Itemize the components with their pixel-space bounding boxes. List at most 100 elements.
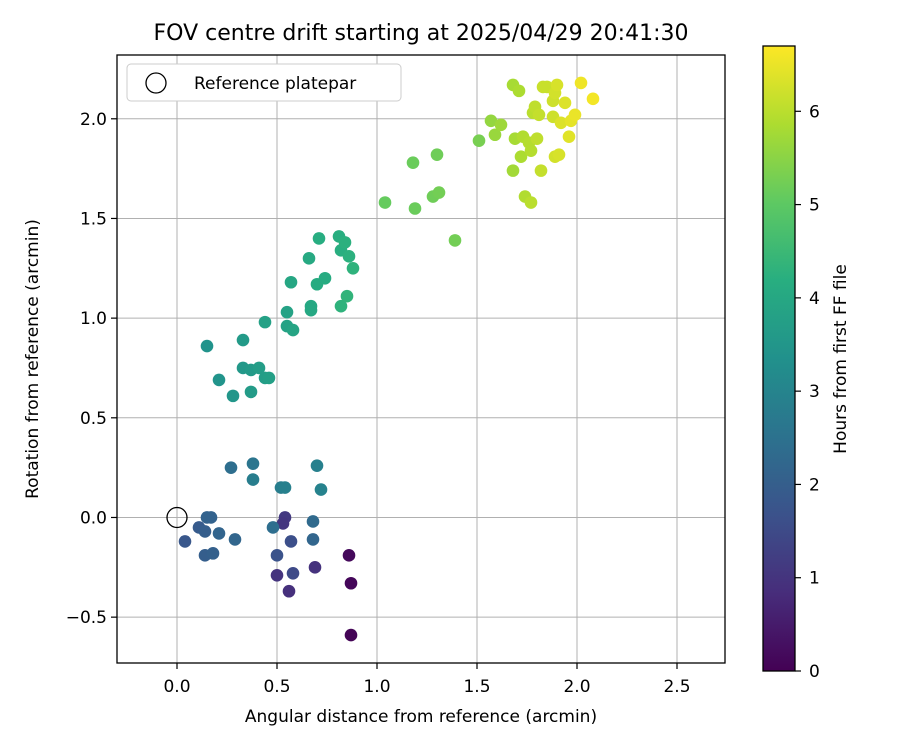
scatter-point	[200, 339, 214, 353]
scatter-points	[178, 76, 600, 642]
scatter-point	[280, 305, 294, 319]
x-axis-label: Angular distance from reference (arcmin)	[245, 707, 597, 727]
colorbar-tick-label: 1	[809, 569, 820, 589]
x-tick-label: 2.5	[663, 677, 690, 697]
scatter-point	[244, 385, 258, 399]
legend-box	[126, 63, 402, 102]
scatter-point	[258, 315, 272, 329]
scatter-point	[270, 549, 284, 562]
colorbar: 0 1 2 3 4 5 6 Hours from first FF file	[762, 45, 851, 682]
scatter-point	[346, 261, 360, 275]
chart-title: FOV centre drift starting at 2025/04/29 …	[154, 21, 689, 46]
scatter-point	[304, 303, 318, 317]
scatter-point	[488, 128, 502, 142]
scatter-point	[206, 547, 220, 560]
scatter-point	[472, 134, 486, 148]
scatter-point	[236, 333, 250, 347]
colorbar-gradient	[762, 45, 796, 672]
colorbar-tick-label: 5	[809, 196, 820, 216]
scatter-point	[278, 481, 292, 494]
scatter-point	[562, 130, 576, 144]
scatter-point	[308, 561, 322, 574]
scatter-point	[432, 186, 446, 199]
reference-point-marker	[166, 506, 188, 529]
scatter-point	[262, 371, 276, 385]
legend: Reference platepar	[126, 63, 402, 102]
scatter-point	[284, 535, 298, 548]
scatter-point	[226, 389, 240, 403]
scatter-point	[312, 232, 326, 245]
scatter-point	[338, 236, 352, 249]
y-axis-ticks: −0.5 0.0 0.5 1.0 1.5 2.0	[66, 110, 117, 628]
y-tick-label: 1.0	[80, 309, 107, 329]
legend-label: Reference platepar	[194, 74, 356, 94]
colorbar-ticks: 0 1 2 3 4 5 6	[795, 102, 820, 682]
scatter-point	[448, 234, 462, 247]
scatter-point	[532, 108, 546, 122]
scatter-point	[550, 78, 564, 92]
scatter-point	[430, 148, 444, 161]
scatter-point	[246, 457, 260, 470]
colorbar-tick-label: 2	[809, 475, 820, 495]
scatter-point	[554, 116, 568, 130]
scatter-point	[340, 289, 354, 303]
scatter-point	[282, 584, 296, 598]
scatter-point	[406, 156, 420, 169]
scatter-point	[524, 144, 538, 157]
scatter-point	[314, 483, 328, 496]
scatter-point	[512, 84, 526, 98]
scatter-point	[514, 150, 528, 163]
colorbar-tick-label: 3	[809, 382, 820, 402]
scatter-point	[266, 521, 280, 534]
x-tick-label: 1.5	[463, 677, 490, 697]
scatter-point	[534, 164, 548, 177]
colorbar-label: Hours from first FF file	[831, 264, 851, 454]
y-tick-label: 2.0	[80, 110, 107, 130]
scatter-point	[586, 92, 600, 106]
x-tick-label: 0.5	[263, 677, 290, 697]
y-axis-label: Rotation from reference (arcmin)	[23, 219, 43, 499]
scatter-point	[334, 299, 348, 313]
x-tick-label: 0.0	[163, 677, 190, 697]
x-axis-ticks: 0.0 0.5 1.0 1.5 2.0 2.5	[163, 663, 691, 697]
scatter-point	[212, 527, 226, 540]
y-tick-label: 0.0	[80, 508, 107, 528]
scatter-point	[302, 252, 316, 265]
y-tick-label: −0.5	[66, 608, 107, 628]
scatter-point	[246, 473, 260, 486]
x-tick-label: 2.0	[563, 677, 590, 697]
scatter-point	[558, 96, 572, 110]
scatter-point	[378, 196, 392, 209]
plot-frame	[116, 54, 726, 664]
x-tick-label: 1.0	[363, 677, 390, 697]
scatter-point	[198, 525, 212, 538]
scatter-point	[270, 568, 284, 582]
scatter-point	[178, 535, 192, 548]
scatter-point	[342, 549, 356, 562]
colorbar-tick-label: 0	[809, 662, 820, 682]
scatter-point	[286, 323, 300, 337]
scatter-point	[574, 76, 588, 90]
legend-marker-icon	[145, 72, 167, 94]
scatter-point	[310, 459, 324, 472]
colorbar-tick-label: 6	[809, 102, 820, 122]
scatter-point	[342, 250, 356, 263]
scatter-point	[344, 628, 358, 642]
scatter-point	[286, 566, 300, 580]
grid	[117, 55, 725, 663]
colorbar-tick-label: 4	[809, 289, 820, 309]
scatter-point	[306, 515, 320, 528]
scatter-point	[494, 118, 508, 132]
scatter-point	[212, 373, 226, 387]
scatter-point	[228, 533, 242, 546]
scatter-point	[252, 361, 266, 375]
scatter-point	[484, 114, 498, 128]
scatter-point	[224, 461, 238, 474]
scatter-point	[530, 132, 544, 146]
scatter-point	[318, 271, 332, 285]
scatter-point	[204, 511, 218, 524]
scatter-point	[506, 164, 520, 177]
scatter-point	[276, 517, 290, 530]
scatter-point	[408, 202, 422, 215]
